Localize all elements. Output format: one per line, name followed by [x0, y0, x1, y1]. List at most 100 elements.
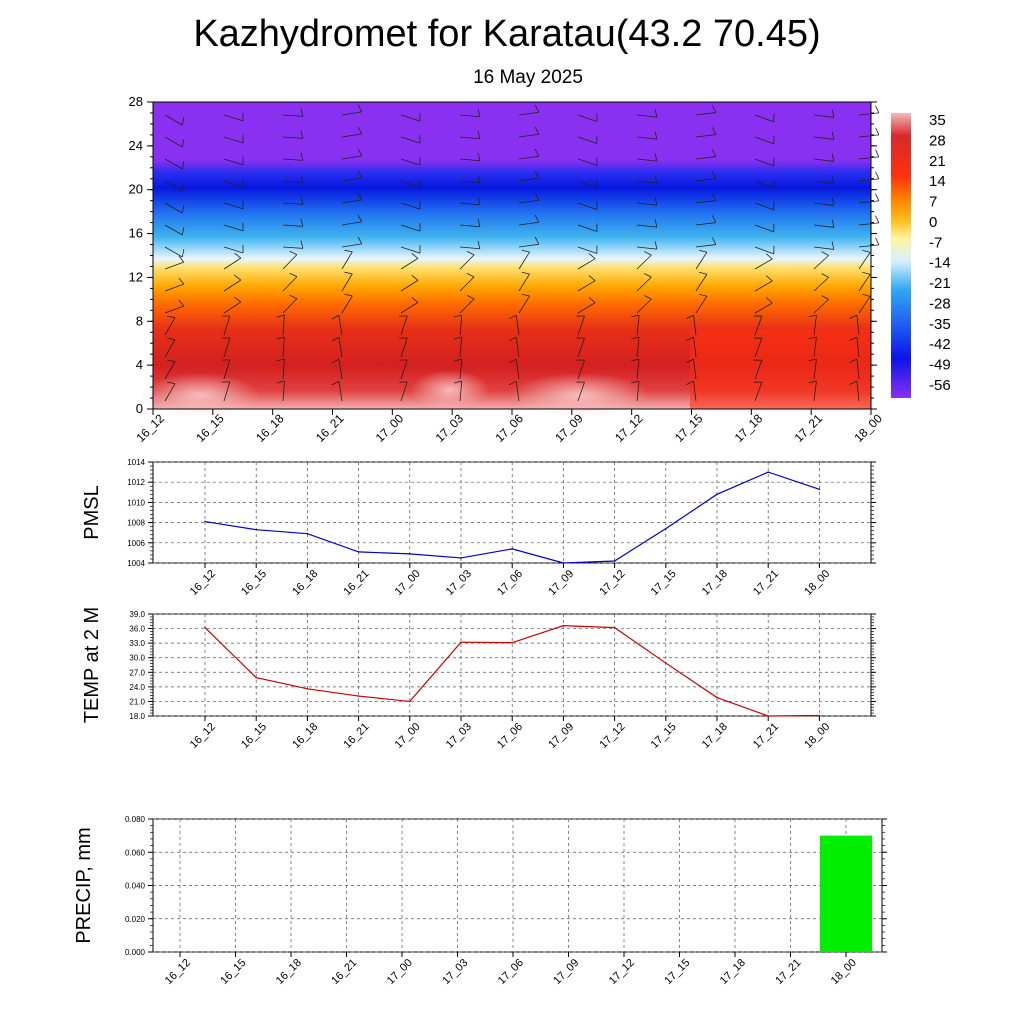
wind-barb-feather: [453, 314, 462, 318]
data-point: [562, 624, 565, 627]
wind-barb: [223, 315, 231, 336]
wind-barb-feather: [588, 297, 596, 304]
wind-barb-feather: [357, 126, 363, 135]
wind-barb-feather: [862, 271, 871, 275]
x-tick-label: 17_15: [649, 568, 679, 598]
wind-barb-feather: [521, 271, 530, 275]
wind-barb: [813, 277, 829, 292]
x-tick-label: 18_00: [802, 568, 832, 598]
wind-barb-feather: [181, 183, 185, 192]
wind-barb: [858, 222, 879, 226]
x-tick-label: 17_21: [751, 568, 781, 598]
wind-barb-feather: [234, 274, 242, 281]
wind-barb-feather: [300, 240, 304, 249]
wind-barb-feather: [477, 218, 481, 227]
y-tick-label: 1006: [127, 539, 145, 548]
wind-barb: [282, 337, 285, 358]
x-tick-label: 17_03: [440, 957, 470, 987]
wind-barb-feather: [181, 117, 185, 126]
wind-barb-feather: [875, 193, 880, 202]
wind-barb-feather: [521, 293, 530, 297]
y-tick-label: 1010: [127, 498, 145, 507]
wind-barb: [338, 359, 343, 380]
colorbar-labels: 35 28 21 14 7 0 -7 -14 -21 -28 -35 -42 -49 -56: [929, 112, 951, 394]
y-tick-label: 1012: [127, 478, 145, 487]
wind-barb: [341, 111, 362, 116]
y-tick-label: 0: [136, 401, 143, 416]
wind-barb-feather: [631, 336, 640, 340]
wind-barb: [341, 295, 353, 314]
temp-panel: 18.0 21.0 24.0 27.0 30.0 33.0 36.0 39.0 16_12 16_…: [81, 607, 876, 751]
wind-barb: [223, 158, 244, 166]
wind-barb: [695, 296, 708, 314]
x-tick-label: 17_12: [612, 411, 646, 445]
wind-barb-feather: [699, 249, 707, 253]
wind-barb-feather: [276, 380, 285, 384]
wind-barb: [223, 180, 244, 188]
x-tick-label: 16_21: [329, 957, 359, 987]
wind-barb: [518, 155, 539, 160]
colorbar-label: -7: [929, 234, 942, 251]
wind-barb: [459, 381, 463, 402]
wind-barb: [577, 381, 585, 402]
wind-barb: [459, 276, 475, 292]
wind-barb-feather: [831, 153, 835, 162]
wind-barb: [636, 337, 640, 358]
wind-barb: [400, 381, 408, 402]
y-tick-label: 36.0: [129, 625, 145, 634]
wind-barb: [636, 180, 657, 184]
wind-barb: [282, 180, 303, 183]
wind-barb: [813, 224, 834, 228]
wind-barb: [282, 158, 303, 161]
x-tick-label: 17_21: [792, 411, 826, 445]
wind-barb: [459, 337, 463, 358]
wind-barb-feather: [631, 380, 640, 384]
wind-barb-feather: [477, 196, 481, 205]
y-tick-label: 4: [136, 357, 143, 372]
wind-barb: [577, 315, 585, 336]
wind-barb: [813, 136, 834, 140]
wind-barb: [577, 202, 598, 210]
wind-barb-feather: [453, 358, 462, 362]
wind-barb-feather: [686, 380, 694, 385]
y-tick-label: 0.020: [125, 915, 146, 924]
wind-barb: [223, 337, 231, 358]
wind-barb-feather: [466, 272, 475, 278]
wind-barb-feather: [453, 336, 462, 340]
x-tick-label: 17_06: [495, 721, 525, 751]
y-axis-label: PRECIP, mm: [73, 827, 95, 943]
colorbar-label: 0: [929, 214, 937, 231]
x-tick-label: 17_12: [597, 568, 627, 598]
wind-barb: [223, 202, 244, 210]
x-tick-label: 17_00: [393, 721, 423, 751]
x-tick-label: 17_06: [496, 957, 526, 987]
x-tick-label: 16_18: [290, 568, 320, 598]
data-point: [255, 676, 257, 679]
wind-barb-feather: [654, 219, 658, 228]
wind-barb-feather: [875, 149, 880, 158]
wind-barb-feather: [167, 381, 176, 385]
wind-barb: [813, 246, 834, 250]
wind-barb-feather: [699, 271, 707, 275]
wind-barb-feather: [808, 336, 817, 340]
wind-barb: [813, 180, 834, 184]
wind-barb: [754, 338, 763, 358]
wind-barb-feather: [875, 237, 880, 246]
wind-barb-feather: [534, 104, 540, 113]
wind-barb: [282, 224, 303, 227]
wind-barb-feather: [331, 358, 340, 364]
wind-barb: [518, 243, 539, 248]
pmsl-panel: 1004 1006 1008 1010 1012 1014 16_12 16_15 16_18 1…: [81, 458, 876, 598]
x-tick-label: 17_15: [672, 411, 706, 445]
y-tick-label: 24.0: [129, 683, 145, 692]
chart-title: Kazhydromet for Karatau(43.2 70.45): [193, 13, 820, 55]
wind-barb-feather: [849, 336, 858, 341]
x-tick-label: 17_15: [649, 721, 679, 751]
wind-barb-feather: [534, 148, 540, 157]
data-point: [511, 641, 513, 644]
wind-barb: [164, 114, 183, 126]
x-tick-label: 17_06: [492, 411, 526, 445]
x-tick-label: 17_03: [444, 568, 474, 598]
wind-barb-feather: [181, 249, 185, 258]
wind-barb: [858, 252, 871, 270]
